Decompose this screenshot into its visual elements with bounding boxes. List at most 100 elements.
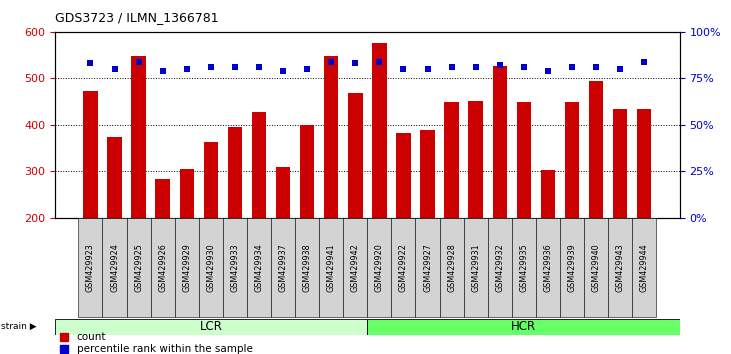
Point	[253, 64, 265, 70]
Point	[133, 59, 145, 64]
Bar	[199, 218, 223, 317]
Bar	[126, 218, 151, 317]
Bar	[613, 109, 627, 218]
Text: GSM429922: GSM429922	[399, 243, 408, 292]
Point	[277, 68, 289, 74]
Bar	[420, 130, 435, 218]
Point	[181, 66, 192, 72]
Point	[614, 66, 626, 72]
Point	[566, 64, 577, 70]
Bar	[469, 101, 483, 218]
Text: GSM429928: GSM429928	[447, 243, 456, 292]
Text: GSM429929: GSM429929	[182, 243, 192, 292]
Bar	[295, 218, 319, 317]
Point	[109, 66, 121, 72]
Bar	[348, 93, 363, 218]
Bar	[367, 319, 680, 335]
Bar	[204, 142, 218, 218]
Text: GSM429941: GSM429941	[327, 243, 336, 292]
Bar	[512, 218, 536, 317]
Text: GSM429926: GSM429926	[158, 243, 167, 292]
Bar	[276, 167, 290, 218]
Bar	[444, 102, 459, 218]
Text: GSM429937: GSM429937	[279, 243, 287, 292]
Text: GSM429932: GSM429932	[495, 243, 504, 292]
Point	[542, 68, 554, 74]
Bar	[319, 218, 344, 317]
Bar	[493, 66, 507, 218]
Legend: count, percentile rank within the sample: count, percentile rank within the sample	[60, 332, 253, 354]
Text: GSM429920: GSM429920	[375, 243, 384, 292]
Bar	[324, 57, 338, 218]
Bar	[78, 218, 102, 317]
Point	[157, 68, 169, 74]
Bar	[156, 179, 170, 218]
Bar	[55, 319, 367, 335]
Point	[422, 66, 433, 72]
Bar	[151, 218, 175, 317]
Bar	[541, 170, 555, 218]
Point	[349, 61, 361, 66]
Point	[398, 66, 409, 72]
Text: GSM429942: GSM429942	[351, 243, 360, 292]
Point	[518, 64, 530, 70]
Text: GSM429936: GSM429936	[543, 243, 553, 292]
Bar	[517, 102, 531, 218]
Bar	[560, 218, 584, 317]
Bar	[608, 218, 632, 317]
Bar	[175, 218, 199, 317]
Text: GSM429940: GSM429940	[591, 243, 601, 292]
Bar	[396, 133, 411, 218]
Bar	[536, 218, 560, 317]
Text: GSM429925: GSM429925	[134, 243, 143, 292]
Point	[494, 62, 506, 68]
Bar	[227, 127, 242, 218]
Text: GSM429927: GSM429927	[423, 243, 432, 292]
Bar	[391, 218, 415, 317]
Text: GDS3723 / ILMN_1366781: GDS3723 / ILMN_1366781	[55, 11, 219, 24]
Bar	[271, 218, 295, 317]
Bar	[584, 218, 608, 317]
Text: HCR: HCR	[511, 320, 536, 333]
Point	[446, 64, 458, 70]
Bar	[132, 56, 145, 218]
Bar	[247, 218, 271, 317]
Point	[85, 61, 96, 66]
Bar	[180, 169, 194, 218]
Bar	[344, 218, 368, 317]
Bar	[367, 218, 391, 317]
Text: GSM429923: GSM429923	[86, 243, 95, 292]
Bar	[565, 102, 579, 218]
Bar	[372, 42, 387, 218]
Point	[205, 64, 216, 70]
Bar	[223, 218, 247, 317]
Bar	[632, 218, 656, 317]
Bar	[83, 91, 98, 218]
Bar	[107, 137, 122, 218]
Point	[590, 64, 602, 70]
Bar	[439, 218, 463, 317]
Text: LCR: LCR	[200, 320, 222, 333]
Text: GSM429939: GSM429939	[567, 243, 577, 292]
Text: GSM429931: GSM429931	[471, 243, 480, 292]
Text: GSM429924: GSM429924	[110, 243, 119, 292]
Text: GSM429935: GSM429935	[519, 243, 529, 292]
Bar	[463, 218, 488, 317]
Point	[325, 59, 337, 64]
Text: GSM429934: GSM429934	[254, 243, 263, 292]
Text: GSM429938: GSM429938	[303, 243, 311, 292]
Bar	[102, 218, 126, 317]
Text: GSM429943: GSM429943	[616, 243, 624, 292]
Bar	[488, 218, 512, 317]
Text: GSM429944: GSM429944	[640, 243, 648, 292]
Text: GSM429930: GSM429930	[206, 243, 216, 292]
Bar	[589, 81, 603, 218]
Bar	[415, 218, 439, 317]
Point	[301, 66, 313, 72]
Bar	[300, 125, 314, 218]
Point	[470, 64, 482, 70]
Point	[374, 59, 385, 64]
Text: GSM429933: GSM429933	[230, 243, 240, 292]
Bar	[637, 109, 651, 218]
Point	[229, 64, 240, 70]
